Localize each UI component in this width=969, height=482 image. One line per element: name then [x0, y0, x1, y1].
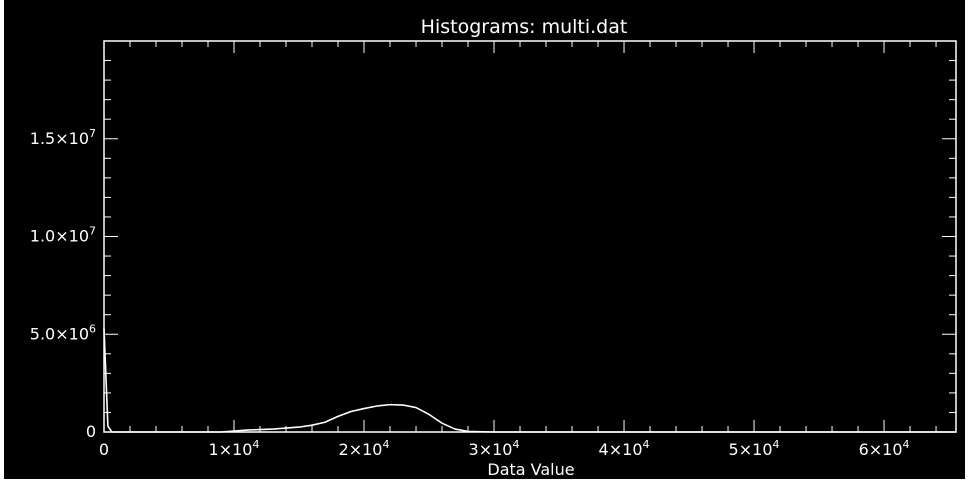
x-tick-label: 4×104 — [599, 438, 650, 459]
x-tick-label: 6×104 — [859, 438, 910, 459]
y-tick-label: 5.0×106 — [30, 322, 96, 343]
chart-title: Histograms: multi.dat — [421, 16, 628, 38]
x-tick-label: 1×104 — [209, 438, 260, 459]
histogram-chart: Histograms: multi.dat 0 1×104 2×104 3×104 4×… — [30, 16, 957, 479]
x-tick-label: 3×104 — [469, 438, 520, 459]
y-axis: 0 5.0×106 1.0×107 1.5×107 — [30, 60, 956, 441]
x-tick-label: 0 — [99, 440, 109, 459]
plot-area-border — [103, 40, 957, 433]
y-tick-label: 1.0×107 — [30, 225, 96, 246]
x-axis-label: Data Value — [487, 460, 574, 479]
x-axis: 0 1×104 2×104 3×104 4×104 5×104 6×104 — [99, 41, 937, 459]
plot-window: Histograms: multi.dat 0 1×104 2×104 3×104 4×… — [4, 0, 965, 479]
x-tick-label: 2×104 — [339, 438, 390, 459]
y-tick-label: 0 — [86, 422, 96, 441]
histogram-series-line-0 — [103, 328, 956, 433]
y-tick-label: 1.5×107 — [30, 127, 96, 148]
series-layer — [103, 328, 956, 433]
x-tick-label: 5×104 — [729, 438, 780, 459]
